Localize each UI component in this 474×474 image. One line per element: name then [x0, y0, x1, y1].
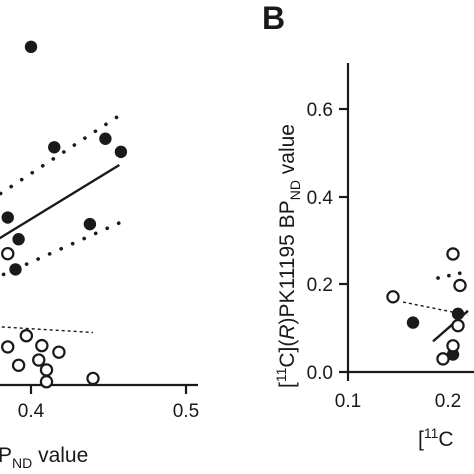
panel-a-filled-point — [24, 40, 38, 54]
panel-a-x-tick-label: 0.4 — [18, 401, 45, 422]
panel-b-x-tick-label: 0.1 — [335, 391, 361, 412]
panel-a-open-point — [86, 371, 100, 386]
panel-a-filled-point — [114, 145, 128, 159]
panel-b-open-point — [446, 339, 460, 353]
panel-a-ci-lower-line — [0, 219, 126, 278]
panel-a-filled-point — [1, 211, 14, 224]
panel-b-letter: B — [262, 0, 285, 36]
panel-a-filled-point — [12, 233, 25, 246]
panel-b: B 0.0 0.2 0.4 0.6 0.1 0.2 [11C](R)PK1119… — [262, 0, 474, 451]
panel-b-y-tick-label: 0.2 — [307, 275, 333, 296]
panel-a-open-point — [39, 375, 54, 389]
panel-a-fit-line — [0, 163, 120, 240]
panel-a-open-point — [52, 345, 66, 359]
panel-a-open-point — [1, 246, 15, 261]
panel-b-x-axis-title: [11C — [418, 425, 454, 451]
panel-b-y-tick-label: 0.6 — [307, 100, 333, 121]
panel-b-open-point — [453, 278, 467, 293]
panel-b-open-point — [386, 290, 400, 304]
panel-b-y-tick-label: 0.4 — [307, 188, 334, 209]
panel-b-open-point — [446, 247, 460, 261]
panel-b-y-axis-title: [11C](R)PK11195 BPND value — [273, 124, 303, 388]
panel-a-filled-point — [99, 132, 112, 145]
panel-b-marks — [386, 247, 470, 366]
panel-a-x-tick-label: 0.5 — [173, 401, 199, 422]
panel-b-open-point — [451, 318, 465, 333]
panel-a-open-point — [11, 358, 26, 372]
panel-b-open-point — [436, 352, 450, 366]
panel-a-x-axis-title: PND value — [0, 444, 88, 471]
panel-a-fit-line — [0, 326, 94, 334]
panel-a-filled-point — [9, 263, 22, 276]
panel-a-open-point — [35, 338, 49, 353]
panel-a-filled-point — [83, 217, 97, 231]
panel-a-marks — [0, 40, 128, 389]
panel-a-filled-point — [48, 141, 61, 154]
panel-a: 0.4 0.5 PND value — [0, 40, 199, 471]
panel-b-fit-line — [402, 301, 469, 316]
panel-b-y-tick-label: 0.0 — [307, 363, 333, 384]
panel-a-open-point — [39, 363, 54, 377]
panel-a-open-point — [32, 353, 46, 367]
panel-b-x-tick-label: 0.2 — [435, 391, 461, 412]
panel-a-open-point — [1, 340, 15, 354]
panel-a-open-point — [19, 329, 34, 343]
panel-b-filled-point — [406, 316, 420, 329]
panel-b-ci-upper-line — [436, 269, 470, 280]
